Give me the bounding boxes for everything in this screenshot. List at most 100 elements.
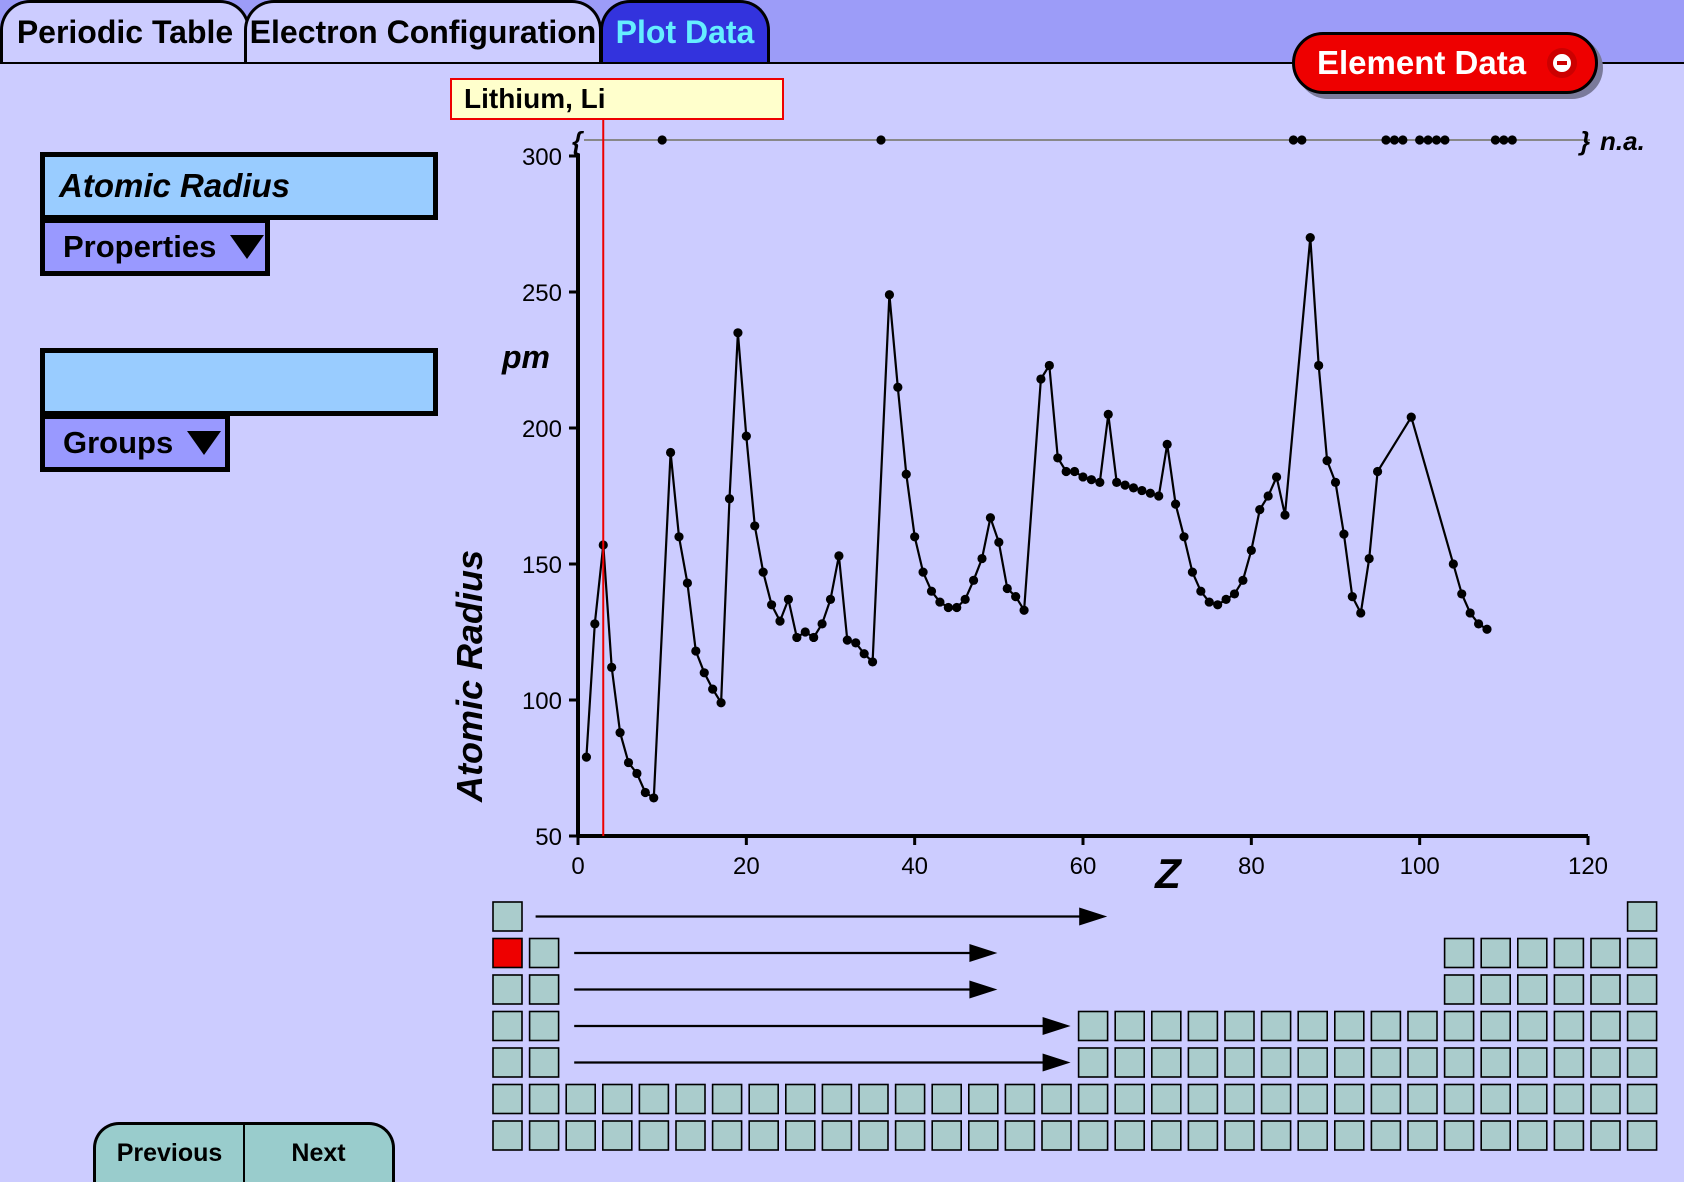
periodic-cell[interactable] <box>1443 1047 1475 1078</box>
na-point[interactable] <box>876 135 886 145</box>
data-point[interactable] <box>1229 589 1240 599</box>
data-point[interactable] <box>640 787 650 798</box>
periodic-cell[interactable] <box>1334 1010 1365 1042</box>
periodic-cell[interactable] <box>565 1120 597 1151</box>
data-point[interactable] <box>884 290 895 300</box>
periodic-cell[interactable] <box>601 1083 633 1115</box>
periodic-cell[interactable] <box>784 1083 816 1115</box>
periodic-cell[interactable] <box>1224 1010 1255 1042</box>
data-point[interactable] <box>792 632 802 643</box>
periodic-cell[interactable] <box>528 1047 560 1078</box>
periodic-cell[interactable] <box>1626 1047 1658 1078</box>
data-point[interactable] <box>682 578 693 588</box>
periodic-cell[interactable] <box>1370 1083 1402 1115</box>
periodic-cell[interactable] <box>1553 1120 1585 1151</box>
data-point[interactable] <box>1356 608 1366 618</box>
periodic-cell[interactable] <box>1480 1083 1511 1115</box>
element-data-button[interactable]: Element Data <box>1292 32 1598 94</box>
periodic-cell[interactable] <box>1553 1010 1585 1042</box>
periodic-cell[interactable] <box>1151 1010 1182 1042</box>
periodic-cell[interactable] <box>492 974 523 1005</box>
data-point[interactable] <box>910 532 920 542</box>
periodic-cell[interactable] <box>858 1083 889 1115</box>
periodic-cell[interactable] <box>1553 1047 1585 1078</box>
periodic-cell[interactable] <box>1480 1047 1511 1078</box>
periodic-cell[interactable] <box>784 1120 816 1151</box>
periodic-cell[interactable] <box>748 1120 780 1151</box>
periodic-cell[interactable] <box>1297 1047 1328 1078</box>
data-point[interactable] <box>1112 477 1122 487</box>
data-point[interactable] <box>1128 483 1139 493</box>
data-point[interactable] <box>1120 480 1130 490</box>
periodic-cell[interactable] <box>967 1083 999 1115</box>
data-point[interactable] <box>665 447 676 458</box>
periodic-cell[interactable] <box>1626 901 1658 932</box>
periodic-cell[interactable] <box>492 901 523 932</box>
data-point[interactable] <box>1179 532 1189 542</box>
na-point[interactable] <box>1507 135 1517 145</box>
data-point[interactable] <box>724 494 735 504</box>
periodic-cell[interactable] <box>1151 1083 1182 1115</box>
data-point[interactable] <box>716 698 726 708</box>
data-point[interactable] <box>1238 575 1248 585</box>
periodic-cell[interactable] <box>1187 1083 1219 1115</box>
periodic-cell[interactable] <box>1004 1120 1036 1151</box>
data-point[interactable] <box>893 382 903 392</box>
periodic-cell[interactable] <box>492 1120 523 1151</box>
periodic-cell[interactable] <box>565 1083 597 1115</box>
periodic-cell[interactable] <box>528 1010 560 1042</box>
periodic-cell[interactable] <box>1187 1010 1219 1042</box>
data-point[interactable] <box>851 638 861 648</box>
periodic-cell[interactable] <box>1260 1083 1292 1115</box>
periodic-cell[interactable] <box>675 1083 706 1115</box>
periodic-cell[interactable] <box>1553 937 1585 969</box>
periodic-cell[interactable] <box>528 1083 560 1115</box>
periodic-cell[interactable] <box>1077 1083 1109 1115</box>
periodic-cell[interactable] <box>1334 1083 1365 1115</box>
periodic-cell[interactable] <box>967 1120 999 1151</box>
periodic-cell[interactable] <box>528 974 560 1005</box>
na-point[interactable] <box>1440 135 1450 145</box>
periodic-cell[interactable] <box>1443 1010 1475 1042</box>
data-point[interactable] <box>1263 491 1273 501</box>
na-point[interactable] <box>1297 135 1307 145</box>
data-point[interactable] <box>1339 529 1349 539</box>
data-point[interactable] <box>1187 567 1198 577</box>
periodic-cell[interactable] <box>1151 1120 1182 1151</box>
na-point[interactable] <box>1288 135 1299 145</box>
na-point[interactable] <box>1423 135 1433 145</box>
data-point[interactable] <box>1305 233 1315 243</box>
periodic-cell[interactable] <box>1517 974 1548 1005</box>
periodic-cell[interactable] <box>601 1120 633 1151</box>
properties-dropdown[interactable]: Properties <box>40 218 270 276</box>
data-point[interactable] <box>1314 360 1324 371</box>
periodic-cell[interactable] <box>1297 1083 1328 1115</box>
data-point[interactable] <box>1457 589 1467 599</box>
data-point[interactable] <box>842 635 852 645</box>
periodic-cell[interactable] <box>492 1047 523 1078</box>
periodic-cell[interactable] <box>1004 1083 1036 1115</box>
data-point[interactable] <box>1255 505 1265 515</box>
periodic-cell[interactable] <box>1334 1120 1365 1151</box>
na-point[interactable] <box>1398 135 1408 145</box>
periodic-cell[interactable] <box>1626 1010 1658 1042</box>
periodic-cell[interactable] <box>1590 974 1621 1005</box>
data-point[interactable] <box>1069 466 1080 477</box>
periodic-cell[interactable] <box>1480 937 1511 969</box>
data-point[interactable] <box>691 646 701 656</box>
data-point[interactable] <box>800 627 810 637</box>
periodic-cell[interactable] <box>1590 1047 1621 1078</box>
periodic-cell[interactable] <box>1260 1010 1292 1042</box>
periodic-cell[interactable] <box>1224 1047 1255 1078</box>
periodic-cell[interactable] <box>1224 1120 1255 1151</box>
data-point[interactable] <box>960 594 970 604</box>
data-point[interactable] <box>1019 605 1029 615</box>
data-point[interactable] <box>1154 491 1164 501</box>
periodic-cell[interactable] <box>1626 1083 1658 1115</box>
periodic-cell[interactable] <box>1517 1010 1548 1042</box>
periodic-cell[interactable] <box>1041 1120 1072 1151</box>
data-point[interactable] <box>1196 586 1206 596</box>
data-point[interactable] <box>1246 545 1256 556</box>
data-point[interactable] <box>1406 412 1416 422</box>
data-point[interactable] <box>1011 592 1021 602</box>
